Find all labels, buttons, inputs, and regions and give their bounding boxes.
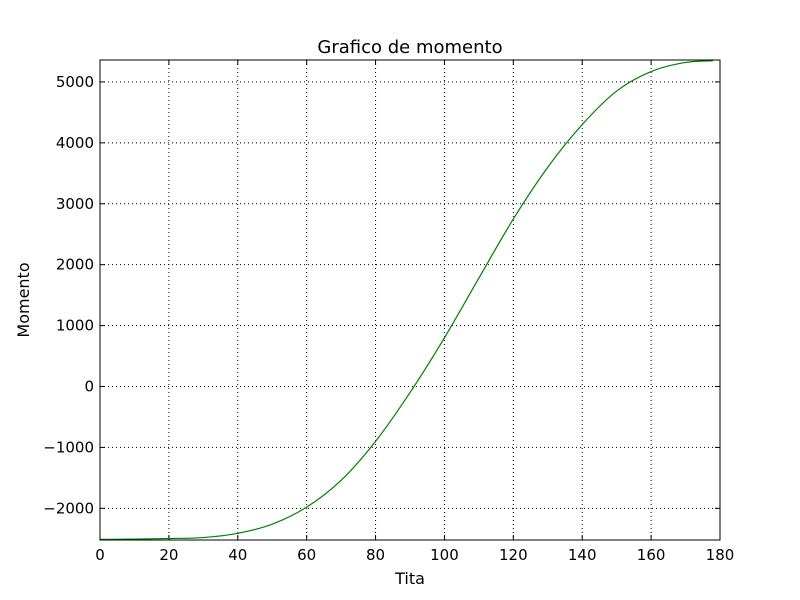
y-tick-label: 0 [84,377,94,395]
x-tick-label: 160 [637,546,666,564]
x-tick-label: 180 [706,546,735,564]
x-tick-label: 80 [366,546,385,564]
x-tick-label: 20 [159,546,178,564]
chart-title: Grafico de momento [317,37,502,58]
y-tick-label: 2000 [56,256,94,274]
x-tick-label: 140 [568,546,597,564]
x-tick-label: 120 [499,546,528,564]
y-tick-label: −2000 [43,499,94,517]
series-group [99,60,714,540]
plot-frame [99,59,721,541]
y-axis-label: Momento [14,262,33,337]
x-tick-label: 0 [95,546,105,564]
x-tick-label: 100 [430,546,459,564]
y-tick-label: 4000 [56,134,94,152]
series-line [99,60,714,540]
x-tick-label: 60 [297,546,316,564]
grid [100,60,720,540]
x-tick-label: 40 [228,546,247,564]
y-tick-label: 5000 [56,73,94,91]
y-tick-label: −1000 [43,438,94,456]
tick-labels: 0 20 40 60 80 100 120 140 160 180 −2000 −1000 0 1000 2… [43,73,734,564]
x-axis-label: Tita [394,569,425,588]
y-tick-label: 1000 [56,317,94,335]
y-tick-label: 3000 [56,195,94,213]
